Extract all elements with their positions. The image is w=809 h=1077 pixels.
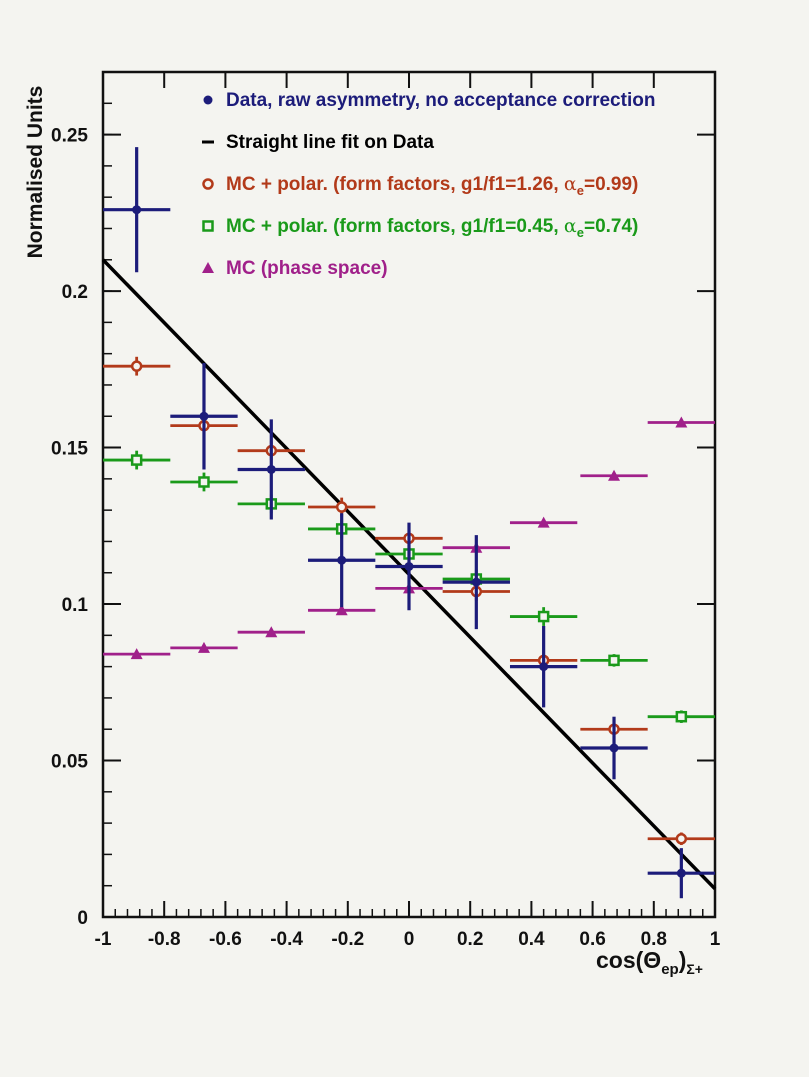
y-tick-label: 0.2 xyxy=(62,282,88,303)
x-axis-title-sub: ep xyxy=(661,961,679,978)
mc-point-triangle xyxy=(265,626,278,638)
data-point xyxy=(337,555,347,565)
mc-point-square xyxy=(675,710,688,723)
legend-label-alpha: α xyxy=(564,173,577,195)
x-tick-label: -0.4 xyxy=(270,929,303,950)
legend-label-part: =0.74) xyxy=(584,216,638,237)
mc-point-circle xyxy=(130,360,143,372)
legend-label-alpha: α xyxy=(564,215,577,237)
mc-point-triangle xyxy=(675,416,688,428)
legend-circle-swatch xyxy=(202,178,214,190)
mc-point-triangle xyxy=(197,641,210,653)
legend-item: MC + polar. (form factors, g1/f1=0.45, α… xyxy=(202,215,638,240)
mc-point-square xyxy=(130,454,143,466)
mc-point-square xyxy=(198,476,210,488)
y-tick-label: 0 xyxy=(77,908,88,929)
x-axis-title-main: cos(Θ xyxy=(596,947,661,973)
axis-ticks xyxy=(102,71,716,918)
legend-item: Data, raw asymmetry, no acceptance corre… xyxy=(203,90,655,111)
mc-point-square xyxy=(608,654,620,667)
x-axis-title-sub2: Σ+ xyxy=(686,961,703,977)
x-tick-label: -1 xyxy=(95,929,112,950)
y-tick-label: 0.05 xyxy=(51,752,88,773)
legend-square-swatch xyxy=(202,220,214,232)
x-axis-title-close: ) xyxy=(679,947,687,973)
legend-label-sub: e xyxy=(577,183,584,198)
plot-frame xyxy=(101,70,717,919)
x-tick-label: -0.2 xyxy=(331,929,364,950)
data-point xyxy=(609,743,619,753)
legend-label: MC + polar. (form factors, g1/f1=1.26, α… xyxy=(226,173,638,198)
x-tick-label: 0.6 xyxy=(579,929,605,950)
y-axis-title: Normalised Units xyxy=(24,86,47,259)
legend-label: MC + polar. (form factors, g1/f1=0.45, α… xyxy=(226,215,638,240)
y-tick-label: 0.25 xyxy=(51,126,88,147)
data-point xyxy=(539,662,549,672)
data-point xyxy=(404,561,414,571)
x-tick-label: 0.8 xyxy=(641,929,667,950)
legend-item: MC + polar. (form factors, g1/f1=1.26, α… xyxy=(202,173,638,198)
series-dot xyxy=(103,147,715,899)
data-point xyxy=(471,577,481,587)
mc-point-triangle xyxy=(608,469,621,481)
x-axis-title: cos(Θep)Σ+ xyxy=(596,947,703,978)
legend-dot-swatch xyxy=(203,95,213,105)
legend-label: MC (phase space) xyxy=(226,258,388,279)
legend-triangle-swatch xyxy=(202,262,214,273)
legend-item: Straight line fit on Data xyxy=(202,132,434,153)
mc-point-triangle xyxy=(130,648,143,660)
mc-point-circle xyxy=(335,501,348,513)
x-tick-label: 1 xyxy=(710,929,721,950)
mc-point-triangle xyxy=(335,604,348,616)
legend: Data, raw asymmetry, no acceptance corre… xyxy=(202,90,655,279)
series-triangle xyxy=(103,416,715,660)
mc-point-circle xyxy=(675,833,688,845)
mc-point-triangle xyxy=(537,516,550,528)
data-point xyxy=(132,205,142,215)
legend-label-part: =0.99) xyxy=(584,174,638,195)
data-point xyxy=(199,411,209,421)
series-group xyxy=(103,147,715,899)
legend-label-sub: e xyxy=(577,225,584,240)
x-tick-label: -0.6 xyxy=(209,929,242,950)
legend-label-part: MC + polar. (form factors, g1/f1=0.45, xyxy=(226,216,564,237)
x-tick-label: 0.4 xyxy=(518,929,545,950)
y-tick-label: 0.15 xyxy=(51,439,88,460)
plot-area-border xyxy=(101,70,717,919)
mc-point-square xyxy=(537,610,550,623)
legend-label: Data, raw asymmetry, no acceptance corre… xyxy=(226,90,655,111)
x-tick-label: 0.2 xyxy=(457,929,483,950)
legend-item: MC (phase space) xyxy=(202,258,388,279)
y-tick-label: 0.1 xyxy=(62,595,89,616)
x-tick-label: 0 xyxy=(404,929,415,950)
axis-tick-labels: -1 -0.8 -0.6 -0.4 -0.2 0 0.2 0.4 0.6 0.8 1 0 0.05 0.1… xyxy=(51,126,721,950)
data-point xyxy=(676,868,686,878)
data-point xyxy=(266,464,276,474)
legend-label: Straight line fit on Data xyxy=(226,132,434,153)
x-tick-label: -0.8 xyxy=(148,929,181,950)
legend-label-part: MC + polar. (form factors, g1/f1=1.26, xyxy=(226,174,564,195)
